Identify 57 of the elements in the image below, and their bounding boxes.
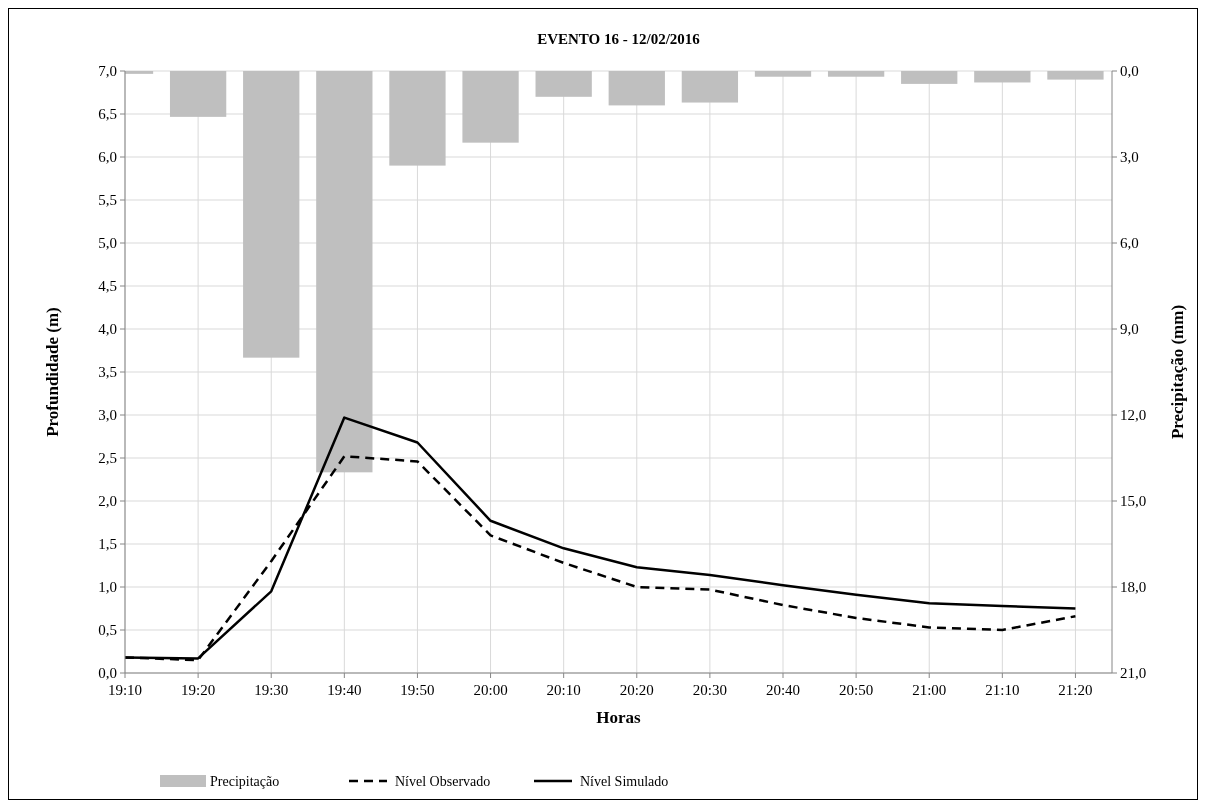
bar (754, 71, 812, 77)
y-tick-label: 1,0 (98, 579, 117, 596)
y-tick-label: 7,0 (98, 63, 117, 80)
bar (608, 71, 665, 106)
x-tick-label: 20:10 (546, 682, 581, 698)
x-tick-label: 19:50 (400, 682, 435, 698)
bar (169, 71, 227, 117)
x-axis-title: Horas (596, 708, 642, 727)
y2-axis-title: Precipitação (mm) (1168, 304, 1187, 440)
x-tick-label: 20:50 (839, 682, 874, 698)
y2-tick-label: 6,0 (1120, 235, 1139, 252)
bar (389, 71, 446, 166)
y2-tick-label: 0,0 (1120, 63, 1139, 80)
x-tick-label: 19:20 (181, 682, 216, 698)
x-tick-label: 19:40 (327, 682, 362, 698)
y-tick-label: 0,0 (98, 665, 117, 682)
x-tick-label: 21:20 (1058, 682, 1093, 698)
bar (1047, 71, 1104, 80)
y2-tick-label: 9,0 (1120, 321, 1139, 338)
bar (462, 71, 519, 143)
x-tick-label: 19:30 (254, 682, 289, 698)
y-tick-label: 1,5 (98, 536, 117, 553)
y-tick-label: 4,0 (98, 321, 117, 338)
bar (901, 71, 958, 84)
x-tick-label: 20:40 (765, 682, 801, 698)
y-tick-label: 5,5 (98, 192, 117, 209)
x-tick-label: 20:30 (692, 682, 727, 698)
y2-tick-label: 21,0 (1120, 665, 1147, 682)
y-axis-title: Profundidade (m) (43, 307, 62, 437)
y-tick-label: 6,0 (98, 149, 117, 166)
bar (243, 71, 300, 358)
y-tick-label: 4,5 (98, 278, 117, 295)
y2-tick-label: 3,0 (1120, 149, 1139, 166)
x-tick-label: 20:20 (619, 682, 654, 698)
bar (316, 71, 373, 473)
chart-title: EVENTO 16 - 12/02/2016 (537, 31, 701, 47)
legend-label: Precipitação (210, 773, 280, 789)
y-tick-label: 0,5 (98, 622, 117, 639)
y-tick-label: 5,0 (98, 235, 117, 252)
y2-tick-label: 12,0 (1120, 407, 1147, 424)
y2-tick-label: 15,0 (1120, 493, 1147, 510)
bar (827, 71, 885, 77)
y-tick-label: 6,5 (98, 106, 117, 123)
bar (974, 71, 1031, 83)
x-tick-label: 20:00 (473, 682, 508, 698)
y-tick-label: 3,5 (98, 364, 117, 381)
x-tick-label: 21:00 (912, 682, 947, 698)
bar (681, 71, 739, 103)
bar (535, 71, 592, 97)
y-tick-label: 3,0 (98, 407, 117, 424)
x-tick-label: 19:10 (107, 682, 143, 698)
y-tick-label: 2,0 (98, 493, 117, 510)
legend-label: Nível Simulado (580, 773, 669, 789)
x-tick-label: 21:10 (985, 682, 1020, 698)
y2-tick-label: 18,0 (1120, 579, 1147, 596)
legend-label: Nível Observado (395, 773, 491, 789)
y-tick-label: 2,5 (98, 450, 117, 467)
